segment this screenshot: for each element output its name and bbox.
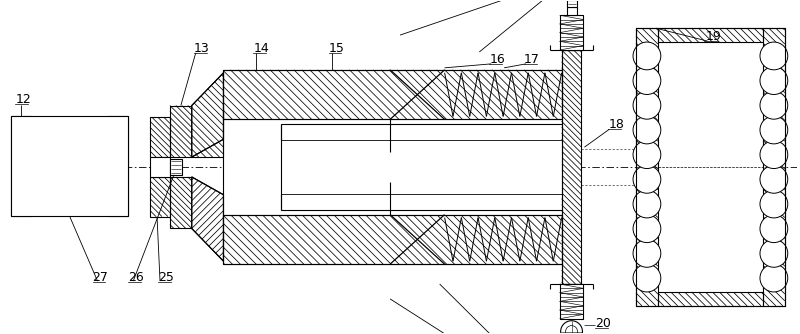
Bar (560, 15, 583, 50)
Text: 18: 18 (608, 118, 624, 131)
Text: 26: 26 (128, 271, 144, 284)
Bar (562, 50, 582, 284)
Circle shape (760, 67, 788, 95)
Circle shape (760, 264, 788, 292)
Bar (11, 117, 31, 215)
Bar (658, 42, 763, 292)
Circle shape (760, 239, 788, 267)
Circle shape (760, 42, 788, 70)
Text: 20: 20 (595, 317, 611, 330)
Text: 16: 16 (490, 53, 505, 66)
Bar (560, 284, 583, 319)
Circle shape (633, 165, 661, 193)
Bar (109, 117, 128, 215)
Bar (170, 106, 192, 157)
Bar (31, 117, 109, 215)
Circle shape (760, 215, 788, 242)
Bar (11, 117, 31, 215)
Circle shape (633, 141, 661, 169)
Circle shape (561, 321, 582, 334)
Bar (223, 215, 562, 264)
Bar (11, 117, 128, 215)
Text: 19: 19 (706, 30, 721, 43)
Bar (150, 118, 170, 157)
Bar (566, 0, 577, 7)
Bar (150, 177, 170, 216)
Circle shape (633, 215, 661, 242)
Text: 12: 12 (15, 93, 31, 106)
Polygon shape (192, 177, 223, 261)
Text: 23: 23 (0, 333, 1, 334)
Circle shape (633, 190, 661, 218)
Bar (170, 177, 192, 228)
Bar (170, 159, 182, 175)
Circle shape (760, 92, 788, 119)
Bar (636, 28, 785, 306)
Bar (223, 215, 562, 264)
Bar (223, 119, 562, 215)
Bar (658, 28, 763, 42)
Bar (109, 117, 128, 215)
Bar (170, 177, 192, 228)
Text: 22: 22 (0, 333, 1, 334)
Bar (636, 28, 658, 306)
Circle shape (760, 116, 788, 144)
Circle shape (760, 141, 788, 169)
Text: 17: 17 (524, 53, 540, 66)
Text: 21: 21 (0, 333, 1, 334)
Text: 25: 25 (158, 271, 174, 284)
Bar (192, 106, 223, 157)
Bar (658, 28, 763, 42)
Bar (763, 28, 785, 306)
Bar (763, 28, 785, 306)
Text: 14: 14 (254, 42, 269, 55)
Circle shape (760, 190, 788, 218)
Circle shape (633, 67, 661, 95)
Bar (636, 28, 658, 306)
Bar (566, 7, 577, 15)
Circle shape (633, 42, 661, 70)
Circle shape (633, 239, 661, 267)
Bar (658, 292, 763, 306)
Bar (658, 292, 763, 306)
Text: 15: 15 (329, 42, 345, 55)
Circle shape (633, 92, 661, 119)
Polygon shape (192, 73, 223, 157)
Bar (223, 70, 562, 119)
Circle shape (760, 165, 788, 193)
Circle shape (633, 116, 661, 144)
Bar (150, 118, 170, 157)
Bar (562, 50, 582, 284)
Text: 27: 27 (93, 271, 109, 284)
Circle shape (633, 264, 661, 292)
Bar (150, 177, 170, 216)
Bar (170, 106, 192, 157)
Bar (192, 106, 223, 157)
Bar (150, 157, 170, 177)
Bar (281, 140, 562, 194)
Text: 24: 24 (0, 333, 1, 334)
Text: 13: 13 (194, 42, 210, 55)
Bar (223, 70, 562, 119)
